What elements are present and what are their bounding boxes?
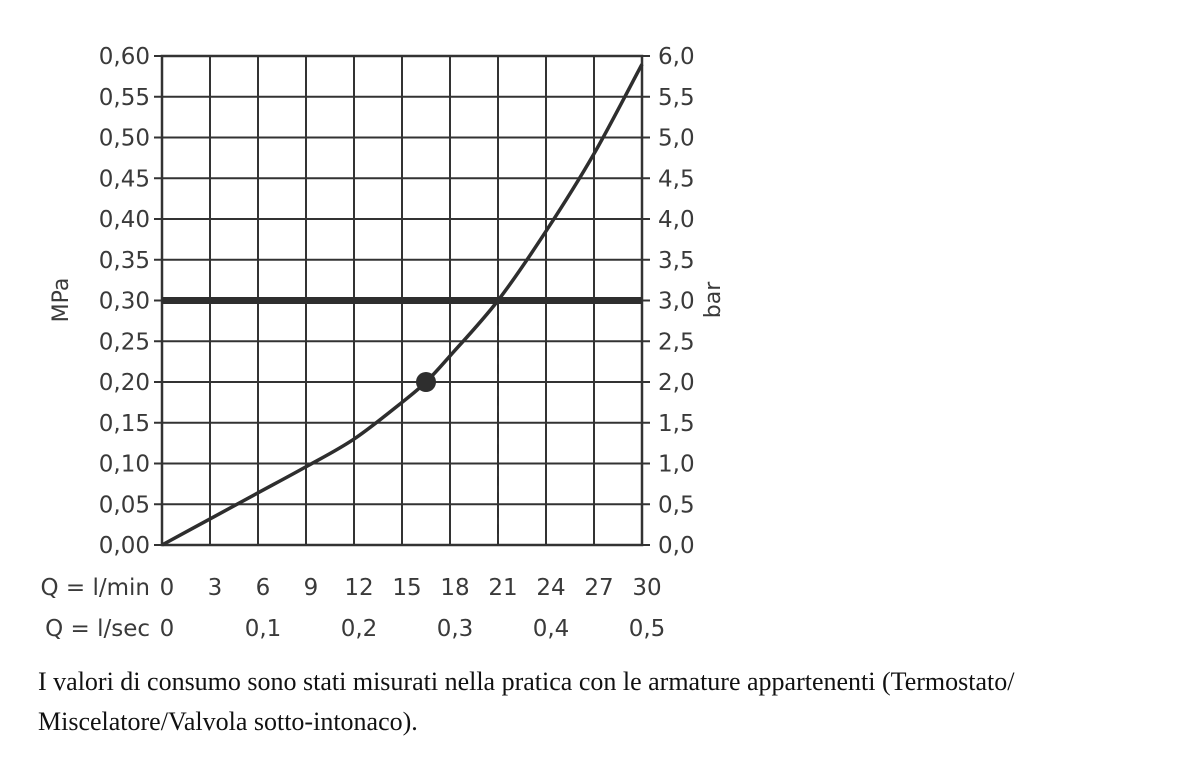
x-tick-label-lsec: 0,4 (533, 616, 570, 642)
x-tick-label-lmin: 24 (536, 575, 565, 601)
x-tick-label-lmin: 27 (584, 575, 613, 601)
y-tick-label-right: 4,0 (658, 207, 695, 233)
y-tick-label-right: 0,0 (658, 533, 695, 559)
caption-text: I valori di consumo sono stati misurati … (38, 667, 1015, 736)
x-tick-label-lmin: 9 (304, 575, 319, 601)
x-tick-label-lmin: 0 (160, 575, 175, 601)
x-tick-label-lmin: 12 (344, 575, 373, 601)
x-tick-label-lsec: 0,3 (437, 616, 474, 642)
x-tick-label-lsec: 0,1 (245, 616, 282, 642)
y-tick-label-left: 0,15 (99, 411, 150, 437)
axes-group: 0,000,050,100,150,200,250,300,350,400,45… (40, 44, 694, 642)
x-tick-label-lsec: 0,2 (341, 616, 378, 642)
y-tick-label-left: 0,40 (99, 207, 150, 233)
operating-point-marker (416, 372, 436, 392)
curve-group (161, 63, 644, 547)
y-axis-label-right: bar (701, 281, 726, 318)
reference-line-group (162, 297, 642, 545)
x-axis-label-lsec: Q = l/sec (45, 616, 150, 642)
y-tick-label-right: 4,5 (658, 166, 695, 192)
y-tick-label-left: 0,00 (99, 533, 150, 559)
y-tick-label-left: 0,45 (99, 166, 150, 192)
flow-pressure-chart: 0,000,050,100,150,200,250,300,350,400,45… (40, 44, 726, 642)
y-tick-label-right: 1,5 (658, 411, 695, 437)
y-axis-label-left: MPa (49, 278, 74, 323)
x-tick-label-lmin: 15 (392, 575, 421, 601)
y-tick-label-left: 0,30 (99, 289, 150, 315)
y-tick-label-left: 0,50 (99, 126, 150, 152)
y-tick-label-left: 0,10 (99, 452, 150, 478)
y-tick-label-left: 0,60 (99, 44, 150, 70)
x-tick-label-lmin: 30 (632, 575, 661, 601)
x-tick-label-lmin: 18 (440, 575, 469, 601)
x-tick-label-lmin: 21 (488, 575, 517, 601)
y-tick-label-left: 0,35 (99, 248, 150, 274)
x-axis-label-lmin: Q = l/min (40, 575, 150, 601)
y-tick-label-right: 2,0 (658, 370, 695, 396)
x-tick-label-lmin: 3 (208, 575, 223, 601)
y-tick-label-right: 6,0 (658, 44, 695, 70)
y-tick-label-left: 0,55 (99, 85, 150, 111)
y-tick-label-right: 5,0 (658, 126, 695, 152)
y-tick-label-right: 5,5 (658, 85, 695, 111)
y-tick-label-right: 1,0 (658, 452, 695, 478)
y-tick-label-left: 0,25 (99, 329, 150, 355)
y-tick-label-right: 2,5 (658, 329, 695, 355)
y-tick-label-left: 0,20 (99, 370, 150, 396)
y-tick-label-left: 0,05 (99, 492, 150, 518)
x-tick-label-lmin: 6 (256, 575, 271, 601)
y-tick-label-right: 3,5 (658, 248, 695, 274)
x-tick-label-lsec: 0,5 (629, 616, 666, 642)
x-tick-label-lsec: 0 (160, 616, 175, 642)
y-tick-label-right: 3,0 (658, 289, 695, 315)
y-tick-label-right: 0,5 (658, 492, 695, 518)
